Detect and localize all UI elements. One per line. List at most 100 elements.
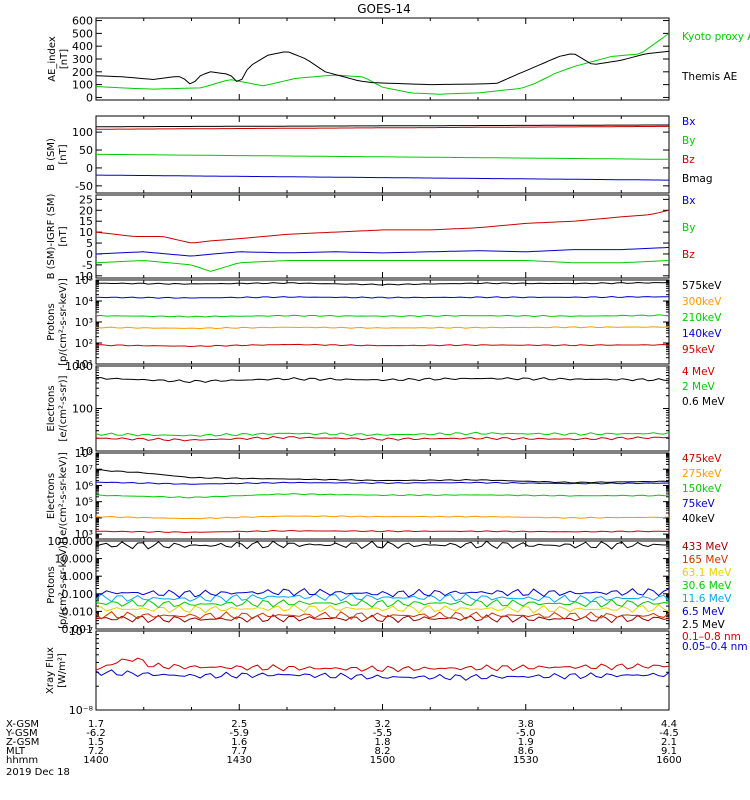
x-row-value: -5.9 (229, 728, 249, 739)
x-row-value: 2.1 (661, 737, 677, 748)
legend-entry: 275keV (682, 468, 722, 480)
y-tick-label: 10⁶ (75, 479, 94, 492)
y-tick-label: 0.100 (62, 588, 94, 601)
x-row-value: 1600 (656, 755, 681, 766)
y-tick-label: 1000 (65, 360, 93, 373)
series-line (95, 587, 670, 599)
series-line (95, 593, 670, 603)
legend-entry: 433 MeV (682, 541, 729, 553)
legend-entry: Bz (682, 154, 695, 166)
legend-entry: 2.5 MeV (682, 619, 726, 631)
y-tick-label: 1.000 (62, 570, 94, 583)
y-axis-label-line: Protons (46, 303, 57, 340)
y-tick-label: 0 (86, 248, 93, 261)
x-row-value: 1.7 (88, 719, 104, 730)
y-axis-label-line: [W/m²] (57, 653, 68, 688)
y-tick-label: 10³ (75, 528, 93, 541)
series-line (95, 377, 670, 384)
legend-entry: By (682, 222, 695, 234)
x-row-label: hhmm (6, 755, 38, 766)
y-tick-label: 20 (79, 204, 93, 217)
legend-entry: 140keV (682, 328, 722, 340)
legend-entry: 6.5 MeV (682, 606, 726, 618)
x-row-value: 9.1 (661, 746, 677, 757)
y-tick-label: 100 (72, 126, 93, 139)
y-axis-label-line: Protons (46, 566, 57, 603)
y-axis-label-line: Electrons (46, 385, 57, 431)
panel-6: 10³ 10⁴ 10⁵ 10⁶ 10⁷ 10⁸ Electrons[e/(cm²-s-sr-… (46, 447, 722, 541)
y-tick-label: 100.000 (48, 535, 94, 548)
series-line (95, 326, 670, 330)
y-tick-label: 0.010 (62, 605, 94, 618)
legend-entry: 0.05–0.4 nm (682, 641, 748, 653)
y-tick-label: 10⁵ (75, 274, 93, 287)
x-row-value: -6.2 (86, 728, 106, 739)
y-tick-label: 10.000 (55, 553, 94, 566)
series-line (96, 529, 670, 534)
series-line (95, 611, 670, 620)
y-tick-label: -5 (82, 259, 93, 272)
y-axis-label: Electrons[e/(cm²-s-sr-keV)] (46, 452, 69, 540)
series-line (95, 657, 670, 673)
y-tick-label: 15 (79, 215, 93, 228)
x-row-value: 1530 (513, 755, 538, 766)
x-row-value: 1500 (370, 755, 395, 766)
y-tick-label: 100 (72, 403, 93, 416)
y-tick-label: 10² (75, 337, 93, 350)
x-row-label: Y-GSM (5, 728, 38, 739)
y-tick-label: 200 (72, 66, 93, 79)
y-tick-label: 0.001 (62, 623, 94, 636)
y-tick-label: 10⁸ (75, 447, 94, 460)
series-line (95, 260, 670, 272)
legend-entry: 75keV (682, 498, 716, 510)
panel-4: 10¹ 10² 10³ 10⁴ 10⁵ Protons[p/(cm²-s-sr-keV)]… (46, 274, 722, 371)
series-line (95, 209, 670, 244)
x-row-value: 8.6 (518, 746, 534, 757)
series-line (95, 493, 670, 499)
series-line (95, 614, 670, 624)
legend-entry: 4 MeV (682, 366, 716, 378)
y-axis-label: B (SM)[nT] (46, 138, 69, 171)
panel-frame (95, 194, 670, 279)
y-tick-label: 400 (72, 40, 93, 53)
legend-entry: Kyoto proxy AE (682, 31, 750, 43)
y-tick-label: 10¹ (75, 358, 93, 371)
chart-title: GOES-14 (357, 2, 411, 16)
x-row-value: 1.9 (518, 737, 534, 748)
legend-entry: 210keV (682, 312, 722, 324)
x-row-value: 1.5 (88, 737, 104, 748)
series-line (95, 469, 670, 484)
legend-entry: 63.1 MeV (682, 567, 732, 579)
y-tick-label: 300 (72, 53, 93, 66)
x-row-label: Z-GSM (6, 737, 39, 748)
legend-entry: 11.6 MeV (682, 593, 732, 605)
legend-entry: 40keV (682, 513, 716, 525)
legend-entry: 0.6 MeV (682, 396, 726, 408)
x-row-label: X-GSM (6, 719, 39, 730)
legend-entry: 575keV (682, 280, 722, 292)
series-line (95, 515, 670, 520)
y-axis-label-line: [e/(cm²-s-sr-keV)] (58, 452, 69, 540)
x-row-value: 3.8 (518, 719, 534, 730)
y-tick-label: 10⁻⁷ (69, 625, 93, 638)
legend-entry: 30.6 MeV (682, 580, 732, 592)
series-line (95, 669, 670, 681)
legend-entry: 165 MeV (682, 554, 729, 566)
legend-entry: Bmag (682, 173, 713, 185)
legend-entry: By (682, 135, 695, 147)
y-axis-label-line: B (SM)-IGRF (SM) (46, 194, 57, 280)
series-line (95, 598, 670, 609)
panel-5: 10 100 1000 Electrons[e/(cm²-s-sr)] 4 MeV 2 M… (46, 360, 726, 458)
series-line (95, 50, 670, 86)
series-line (95, 481, 670, 485)
series-line (95, 125, 669, 130)
date-label: 2019 Dec 18 (6, 767, 70, 778)
y-axis-label: Xray Flux[W/m²] (45, 647, 68, 694)
y-axis-label-line: [nT] (58, 226, 69, 246)
legend-entry: Bx (682, 195, 695, 207)
series-line (95, 246, 670, 257)
